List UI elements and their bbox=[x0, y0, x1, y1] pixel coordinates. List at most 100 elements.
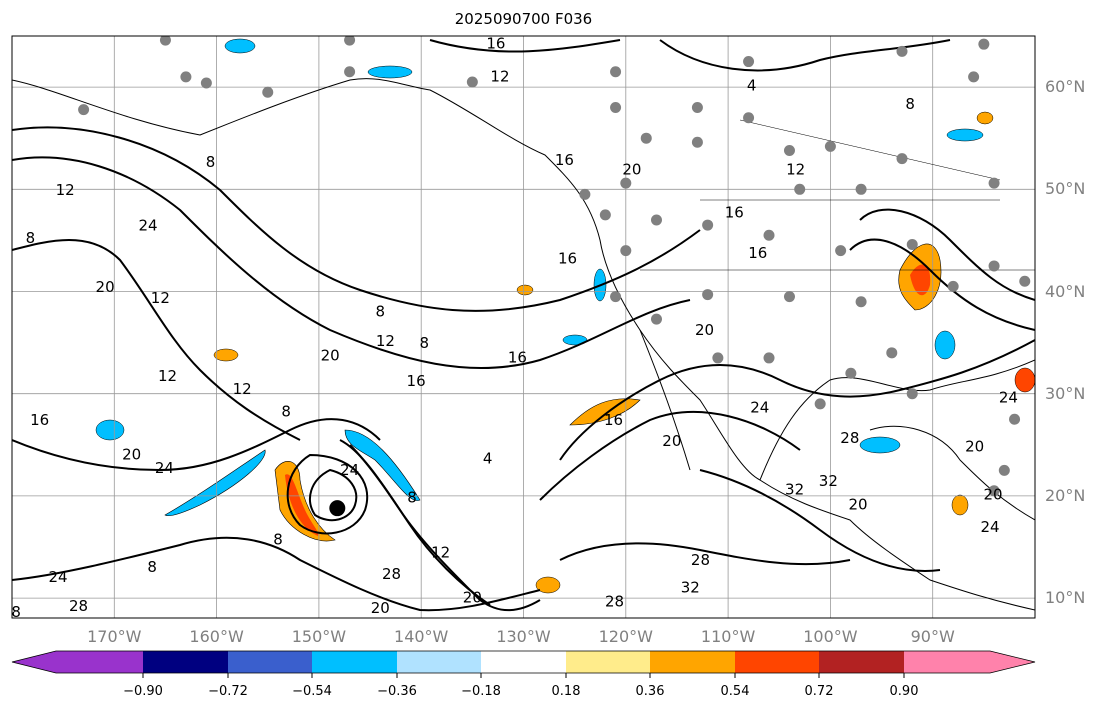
colorbar-tick: 0.90 bbox=[889, 684, 919, 699]
contour-label: 16 bbox=[558, 249, 577, 267]
contour-label: 12 bbox=[158, 367, 177, 385]
contour-label: 24 bbox=[999, 388, 1018, 406]
colorbar-extend-low bbox=[12, 651, 56, 673]
shade-blob bbox=[516, 284, 534, 296]
contour-label: 8 bbox=[281, 403, 291, 421]
station-dot bbox=[650, 313, 662, 325]
contour-label: 8 bbox=[26, 229, 36, 247]
station-dot bbox=[159, 36, 171, 46]
station-dot bbox=[1009, 413, 1021, 425]
station-dot bbox=[794, 183, 806, 195]
station-dot bbox=[610, 291, 622, 303]
longitude-label: 100°W bbox=[803, 627, 858, 646]
graticule bbox=[12, 36, 1035, 618]
shade-blob bbox=[535, 576, 561, 594]
station-dot bbox=[702, 289, 714, 301]
contour-label: 8 bbox=[206, 153, 216, 171]
latitude-label: 30°N bbox=[1045, 383, 1086, 403]
contour-label: 20 bbox=[662, 432, 681, 450]
shade-blob bbox=[224, 38, 256, 54]
shade-blue-band bbox=[164, 449, 266, 517]
colorbar-segment bbox=[650, 651, 735, 673]
contour-label: 16 bbox=[508, 348, 527, 366]
shade-blob bbox=[95, 419, 125, 441]
contour-labels: 16 12 4 8 12 20 16 8 12 24 8 20 12 8 16 8 12 20 16 16 12 12 8 1… bbox=[12, 36, 1018, 618]
colorbar-segment bbox=[566, 651, 650, 673]
contour-label: 8 bbox=[147, 558, 157, 576]
station-dot bbox=[712, 352, 724, 364]
longitude-label: 140°W bbox=[394, 627, 449, 646]
contour-label: 20 bbox=[848, 496, 867, 514]
map-title: 2025090700 F036 bbox=[454, 10, 593, 28]
colorbar-segment bbox=[819, 651, 904, 673]
contour-label: 20 bbox=[463, 589, 482, 607]
contour-label: 28 bbox=[605, 593, 624, 611]
contour-label: 12 bbox=[233, 380, 252, 398]
station-dot bbox=[702, 219, 714, 231]
station-dot bbox=[743, 56, 755, 68]
colorbar-segment bbox=[143, 651, 228, 673]
contour-label: 20 bbox=[622, 160, 641, 178]
station-dot bbox=[896, 153, 908, 165]
station-dot bbox=[988, 260, 1000, 272]
shade-red-midwest bbox=[910, 264, 931, 296]
station-dot bbox=[640, 132, 652, 144]
colorbar-segment bbox=[397, 651, 481, 673]
contour-label: 20 bbox=[96, 278, 115, 296]
shade-blob bbox=[367, 65, 413, 79]
colorbar bbox=[11, 650, 1036, 678]
station-dot bbox=[906, 238, 918, 250]
contour-label: 20 bbox=[321, 346, 340, 364]
station-dot bbox=[78, 104, 90, 116]
station-dot bbox=[620, 177, 632, 189]
contour-label: 12 bbox=[151, 289, 170, 307]
contour-label: 16 bbox=[30, 411, 49, 429]
contour-label: 28 bbox=[382, 565, 401, 583]
colorbar-tick: 0.18 bbox=[551, 684, 581, 699]
colorbar-segment bbox=[56, 651, 143, 673]
contour-label: 4 bbox=[483, 450, 493, 468]
station-dot bbox=[763, 352, 775, 364]
station-dot bbox=[845, 367, 857, 379]
station-dot bbox=[896, 45, 908, 57]
station-dot bbox=[344, 36, 356, 46]
contour-label: 12 bbox=[431, 544, 450, 562]
colorbar-tick: 0.72 bbox=[804, 684, 834, 699]
colorbar-segment bbox=[312, 651, 397, 673]
latitude-label: 40°N bbox=[1045, 281, 1086, 301]
station-dot bbox=[610, 66, 622, 78]
contour-label: 16 bbox=[604, 411, 623, 429]
contour-label: 24 bbox=[750, 399, 769, 417]
station-dot bbox=[855, 296, 867, 308]
contour-label: 24 bbox=[980, 518, 999, 536]
contour-label: 24 bbox=[340, 461, 359, 479]
station-dot bbox=[988, 485, 1000, 497]
shade-blob bbox=[859, 436, 901, 454]
station-dot bbox=[783, 291, 795, 303]
latitude-label: 20°N bbox=[1045, 485, 1086, 505]
shade-cyclone-red bbox=[285, 474, 319, 536]
station-dot bbox=[906, 388, 918, 400]
contour-lines bbox=[12, 39, 1035, 612]
station-dot bbox=[783, 144, 795, 156]
station-dot bbox=[691, 102, 703, 114]
colorbar-tick: −0.36 bbox=[377, 684, 417, 699]
longitude-label: 160°W bbox=[189, 627, 244, 646]
station-dot bbox=[579, 188, 591, 200]
contour-label: 32 bbox=[681, 578, 700, 596]
station-dot bbox=[978, 38, 990, 50]
colorbar-extend-high bbox=[990, 651, 1035, 673]
station-dot bbox=[968, 71, 980, 83]
station-markers bbox=[78, 36, 1031, 497]
station-dot bbox=[610, 102, 622, 114]
station-dot bbox=[620, 245, 632, 257]
cyclone-center-marker bbox=[329, 500, 346, 517]
station-dot bbox=[200, 77, 212, 89]
longitude-label: 90°W bbox=[910, 627, 955, 646]
contour-label: 28 bbox=[691, 551, 710, 569]
colorbar-tick: −0.54 bbox=[292, 684, 332, 699]
contour-label: 16 bbox=[555, 151, 574, 169]
contour-label: 16 bbox=[748, 244, 767, 262]
contour-label: 12 bbox=[490, 67, 509, 85]
